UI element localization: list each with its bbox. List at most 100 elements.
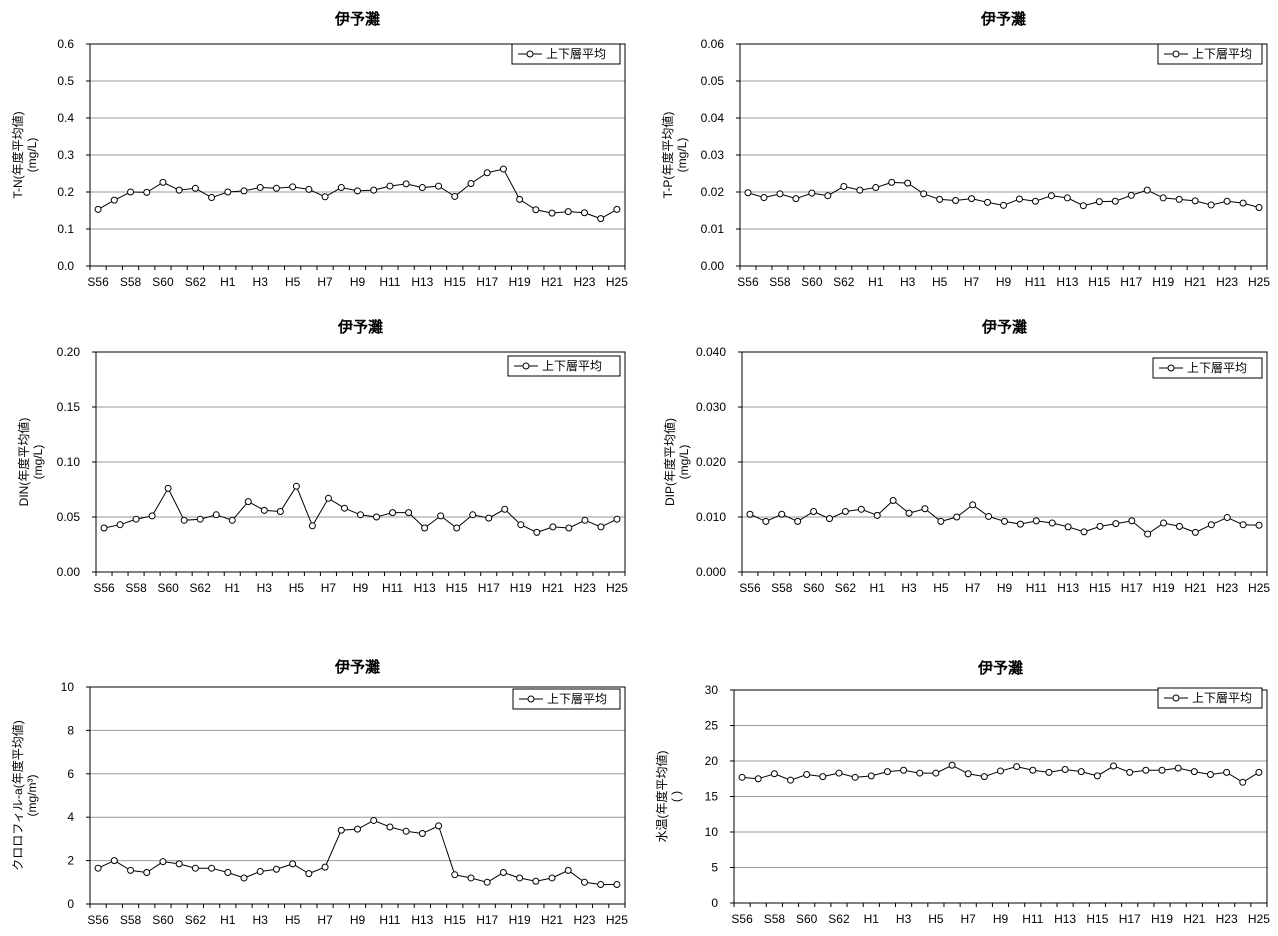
data-point [240, 187, 248, 195]
data-point [900, 766, 908, 774]
data-point [1144, 530, 1152, 538]
x-tick-label: H5 [285, 275, 301, 289]
dip-chart-panel: 伊予灘 0.000 0.010 0.020 0.030 0.040 S56 S58 S60 S62… [640, 310, 1278, 605]
data-point [110, 857, 118, 865]
x-tick-label: H1 [220, 275, 236, 289]
data-point [581, 516, 589, 524]
x-tick-label: H25 [1248, 912, 1270, 926]
data-point [851, 773, 859, 781]
x-tick-label: H23 [1216, 275, 1238, 289]
data-point [132, 515, 140, 523]
data-point [324, 494, 332, 502]
data-point [920, 190, 928, 198]
y-tick-label: 0.0 [57, 259, 74, 273]
data-point [532, 877, 540, 885]
x-tick-label: H17 [476, 275, 498, 289]
data-point [1063, 194, 1071, 202]
x-tick-label: H5 [933, 581, 949, 595]
x-tick-label: H13 [1057, 581, 1079, 595]
data-point [787, 776, 795, 784]
data-point [100, 524, 108, 532]
y-tick-label: 0.3 [57, 148, 74, 162]
data-point [1206, 770, 1214, 778]
y-tick-label: 0.6 [57, 37, 74, 51]
data-point [516, 195, 524, 203]
x-tick-label: H9 [996, 275, 1012, 289]
data-point [370, 186, 378, 194]
legend-label: 上下層平均 [547, 692, 607, 706]
x-tick-label: H7 [321, 581, 337, 595]
x-tick-label: S58 [120, 275, 142, 289]
legend-box [511, 43, 621, 65]
data-point [1080, 528, 1088, 536]
data-point [549, 523, 557, 531]
data-point [564, 866, 572, 874]
y-tick-label: 8 [67, 723, 74, 737]
y-tick-label: 0.1 [57, 222, 74, 236]
data-point [196, 515, 204, 523]
legend-marker [522, 362, 530, 370]
data-point [803, 770, 811, 778]
data-point [1239, 199, 1247, 207]
data-point [1048, 519, 1056, 527]
data-point [337, 184, 345, 192]
data-point [1255, 204, 1263, 212]
plot-frame [733, 689, 1268, 904]
y-tick-label: 0.05 [57, 510, 81, 524]
y-tick-label: 0.00 [57, 565, 81, 579]
data-point [418, 184, 426, 192]
x-tick-label: H21 [1184, 581, 1206, 595]
data-point [746, 510, 754, 518]
data-point [905, 509, 913, 517]
x-tick-label: H7 [317, 913, 333, 927]
y-tick-label: 0.06 [701, 37, 725, 51]
x-tick-label: S56 [739, 581, 761, 595]
y-tick-label: 4 [67, 810, 74, 824]
data-point [867, 772, 875, 780]
data-point [244, 498, 252, 506]
data-point [856, 186, 864, 194]
data-point [354, 187, 361, 195]
x-tick-label: H7 [964, 275, 980, 289]
data-point [533, 528, 541, 536]
plot-frame [741, 351, 1268, 573]
plot-frame [739, 43, 1268, 267]
x-tick-label: H3 [900, 275, 916, 289]
data-point [517, 521, 525, 529]
x-tick-label: H19 [509, 275, 531, 289]
data-point [337, 826, 345, 834]
data-point [937, 517, 945, 525]
data-point [1174, 764, 1182, 772]
data-point [1239, 521, 1247, 529]
y-tick-label: 25 [705, 719, 719, 733]
y-tick-label: 0.5 [57, 74, 74, 88]
data-point [580, 209, 588, 217]
data-point [1160, 519, 1168, 527]
data-point [984, 198, 992, 206]
data-point [810, 508, 818, 515]
y-tick-label: 5 [711, 861, 718, 875]
x-tick-label: S62 [833, 275, 855, 289]
x-tick-label: H25 [606, 275, 628, 289]
data-point [340, 504, 348, 512]
x-tick-label: H17 [1120, 275, 1142, 289]
data-point [760, 194, 768, 202]
legend-box [507, 355, 621, 377]
data-point [180, 516, 188, 524]
data-point [1032, 517, 1040, 525]
x-tick-label: H19 [1152, 275, 1174, 289]
x-tick-label: H5 [928, 912, 944, 926]
x-tick-label: H23 [574, 581, 596, 595]
data-point [224, 188, 232, 196]
data-point [159, 858, 167, 866]
x-tick-label: H9 [997, 581, 1013, 595]
data-point [373, 513, 381, 521]
data-point [175, 186, 183, 194]
data-point [501, 505, 509, 513]
data-point [808, 189, 816, 197]
data-point [1110, 762, 1118, 770]
x-tick-label: H21 [541, 275, 563, 289]
chart-svg: 伊予灘 0 5 10 15 20 25 30 S56 S58 S60 S62 H1 H3 H5 H7 H9 H11… [654, 659, 1270, 926]
x-tick-label: H1 [870, 581, 886, 595]
data-point [754, 775, 762, 783]
